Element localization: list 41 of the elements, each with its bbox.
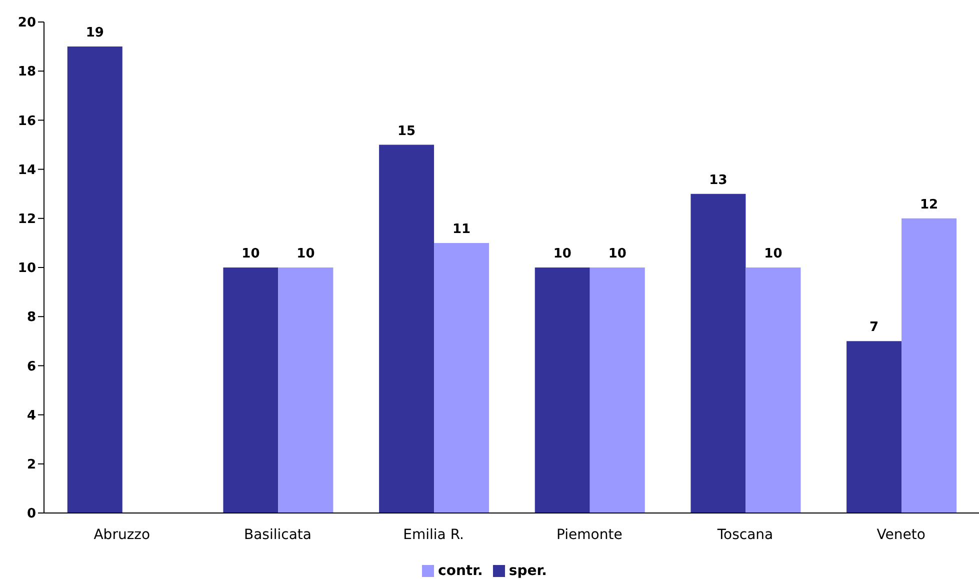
x-tick-label: Abruzzo (94, 526, 150, 543)
bar (590, 268, 645, 513)
bar (534, 268, 590, 513)
bar (902, 218, 957, 513)
data-label: 13 (709, 172, 728, 188)
data-label: 10 (764, 246, 782, 262)
x-tick-label: Piemonte (556, 526, 622, 543)
data-label: 10 (296, 246, 315, 262)
data-label: 11 (452, 222, 471, 237)
x-tick-label: Veneto (876, 526, 926, 543)
y-tick-label: 0 (26, 506, 36, 522)
x-tick-label: Emilia R. (403, 526, 464, 543)
legend-label: sper. (508, 563, 547, 579)
x-tick-label: Toscana (716, 526, 774, 543)
bar (67, 46, 122, 513)
y-tick-label: 18 (18, 64, 36, 80)
bar (278, 268, 334, 513)
data-label: 10 (608, 246, 626, 262)
bar (379, 144, 434, 513)
y-tick-label: 14 (18, 162, 36, 178)
bar (846, 341, 902, 513)
x-tick-label: Basilicata (244, 526, 312, 543)
y-tick-label: 6 (26, 359, 36, 374)
y-tick-label: 8 (26, 310, 36, 326)
y-tick-label: 2 (26, 458, 36, 473)
y-tick-label: 4 (26, 408, 36, 424)
bar (746, 268, 801, 513)
bar (690, 194, 746, 513)
y-tick-label: 12 (18, 212, 36, 228)
data-label: 15 (397, 124, 416, 139)
y-tick-label: 20 (18, 16, 36, 31)
data-label: 12 (920, 197, 938, 212)
bar (434, 242, 490, 513)
data-label: 7 (870, 320, 879, 336)
data-label: 19 (86, 26, 104, 41)
y-tick-label: 16 (18, 114, 36, 129)
data-label: 10 (242, 246, 260, 262)
data-label: 10 (553, 246, 572, 262)
bar (223, 268, 278, 513)
legend-label: contr. (438, 563, 483, 579)
y-tick-label: 10 (18, 261, 36, 276)
